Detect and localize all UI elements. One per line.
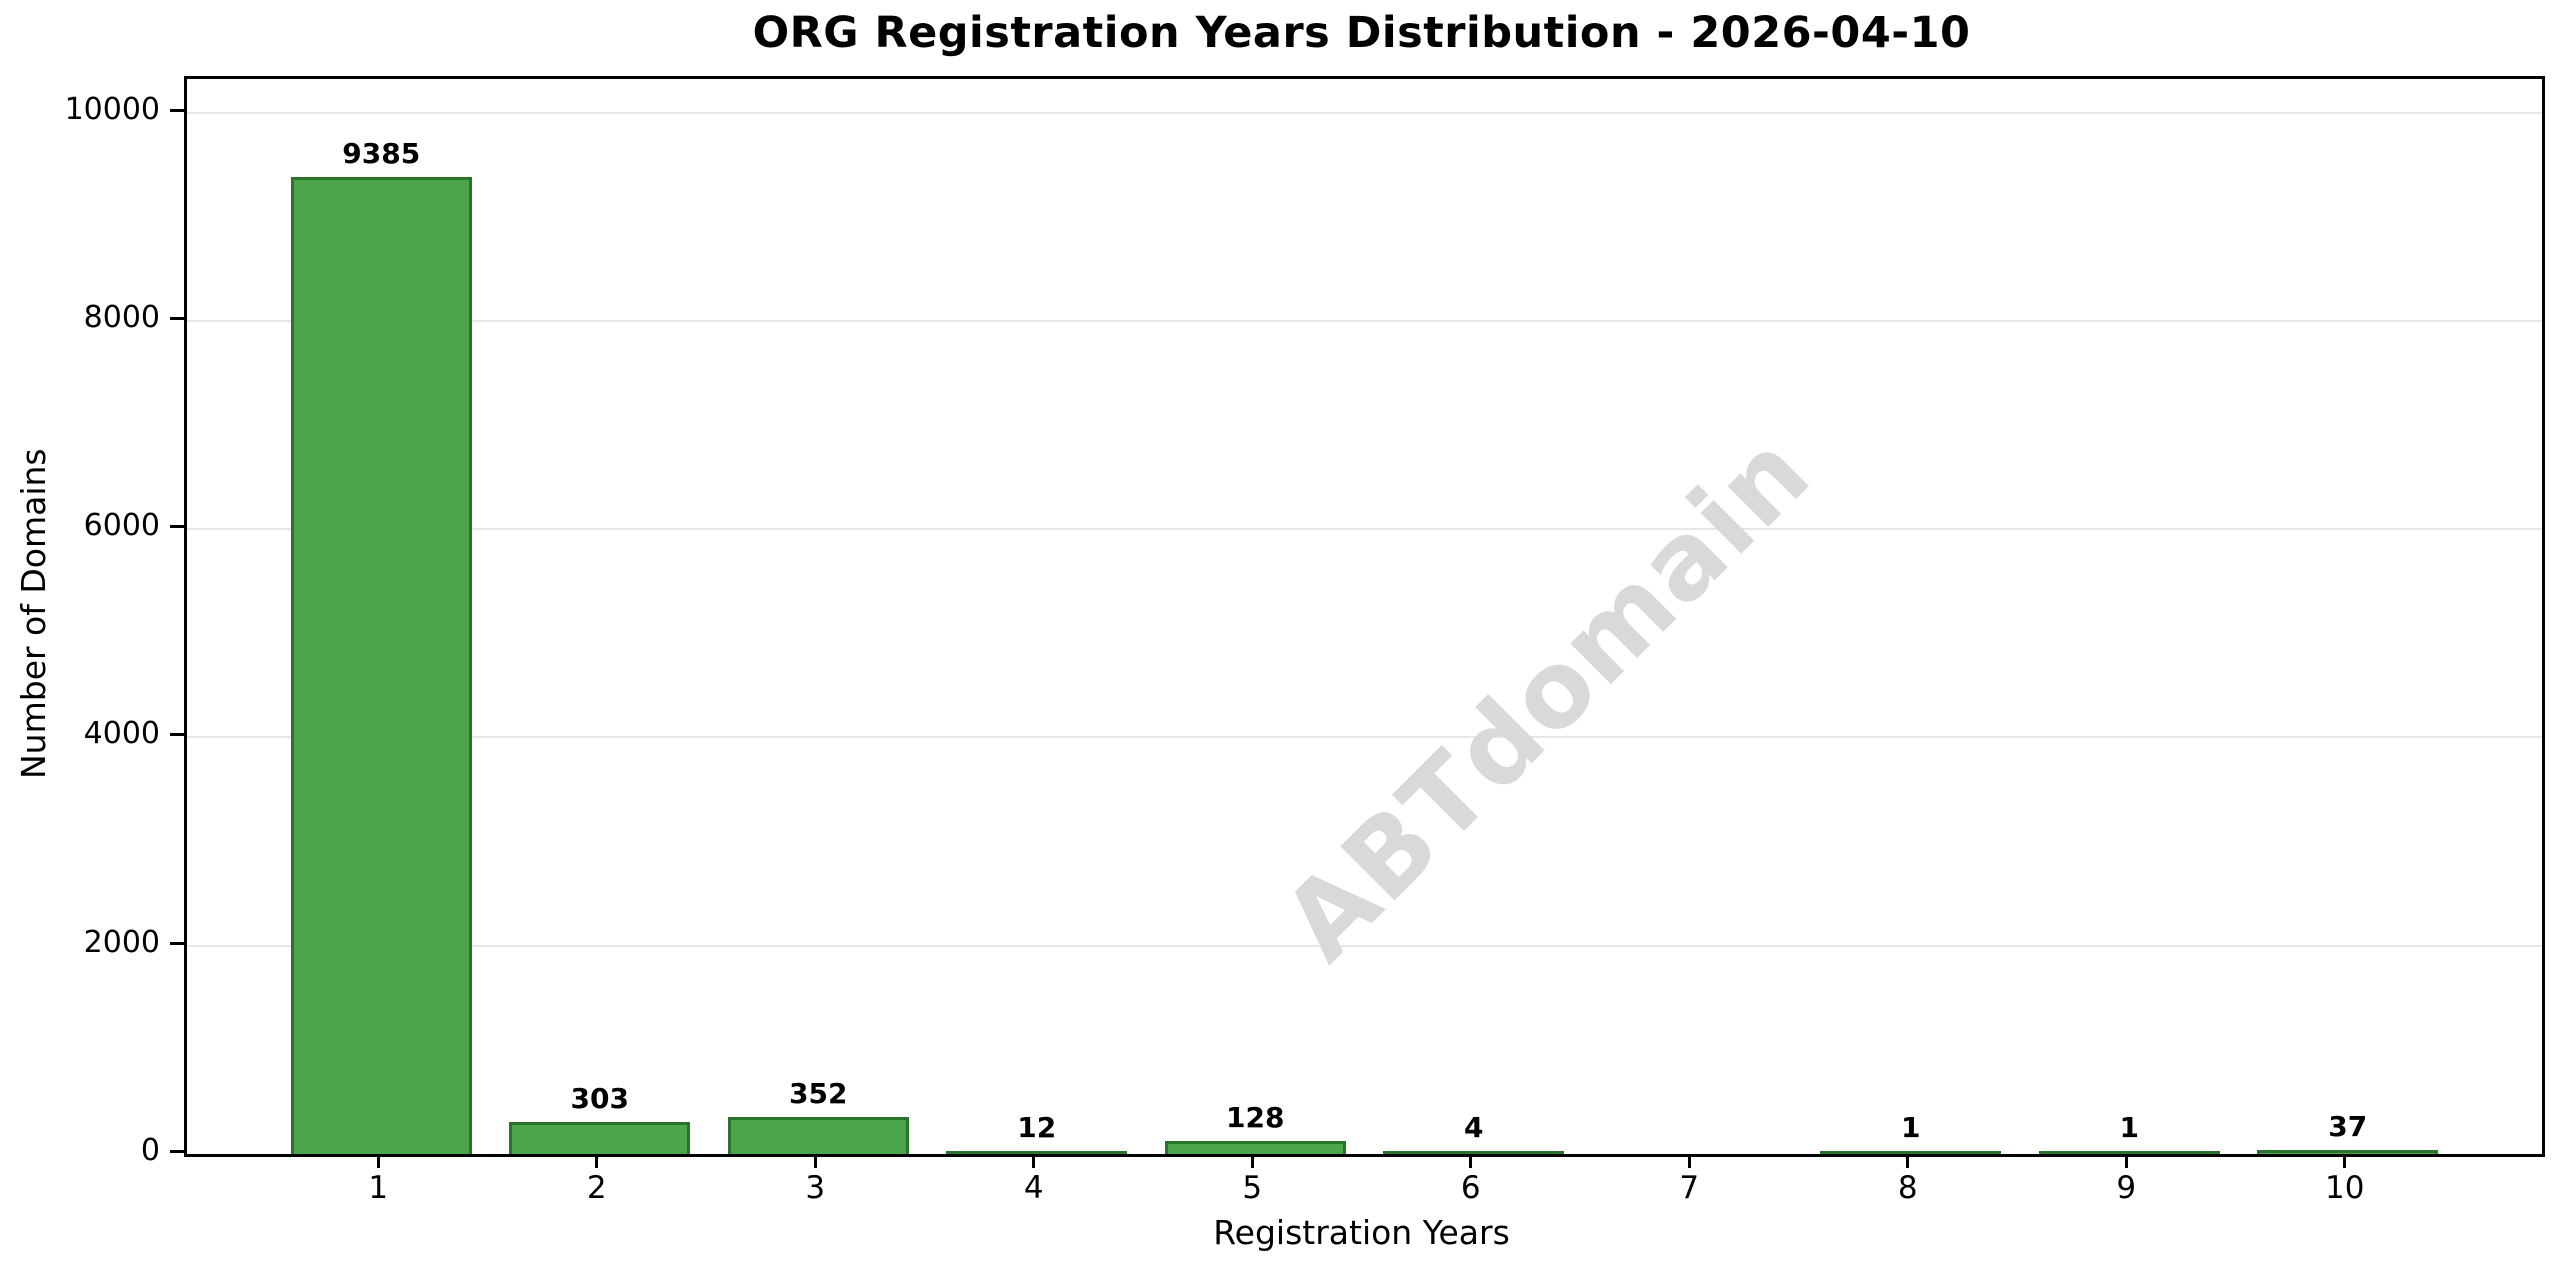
x-tick-label: 8 [1897, 1170, 1918, 1206]
bar-value-label: 352 [789, 1077, 848, 1111]
y-tick-mark [170, 1150, 184, 1153]
bar [509, 1122, 691, 1154]
y-tick-mark [170, 733, 184, 737]
x-tick-label: 7 [1679, 1170, 1700, 1206]
x-tick-label: 6 [1460, 1170, 1481, 1206]
gridline-10000 [187, 111, 2542, 114]
bar-value-label: 303 [570, 1082, 629, 1116]
x-tick-mark [595, 1154, 599, 1168]
bar [290, 176, 472, 1154]
bar-value-label: 128 [1226, 1100, 1285, 1134]
y-tick-label: 10000 [64, 91, 160, 127]
bar-value-label: 9385 [342, 136, 421, 170]
bar-value-label: 12 [1017, 1111, 1057, 1144]
x-tick-mark [376, 1154, 380, 1168]
bar [727, 1117, 909, 1154]
gridline-8000 [187, 319, 2542, 322]
bar-value-label: 37 [2328, 1110, 2368, 1144]
y-tick-label: 8000 [83, 299, 160, 335]
bar-slot-1: 9385 [272, 79, 491, 1154]
x-tick-label: 4 [1023, 1170, 1044, 1206]
x-axis-label: Registration Years [1213, 1213, 1510, 1252]
y-tick-mark [170, 525, 184, 529]
x-tick-mark [1250, 1154, 1254, 1168]
x-tick-label: 2 [586, 1170, 607, 1206]
bar-slot-8: 1 [1802, 79, 2021, 1154]
gridline-2000 [187, 944, 2542, 947]
bar-slot-2: 303 [491, 79, 710, 1154]
bar-value-label: 1 [2119, 1111, 2139, 1144]
gridline-6000 [187, 528, 2542, 531]
y-tick-label: 0 [140, 1133, 160, 1168]
y-tick-label: 2000 [83, 924, 160, 960]
x-tick-label: 1 [368, 1170, 389, 1206]
y-tick-mark [170, 108, 184, 112]
x-tick-label: 5 [1242, 1170, 1263, 1206]
x-tick-mark [2343, 1154, 2347, 1168]
chart-title: ORG Registration Years Distribution - 20… [752, 8, 1971, 58]
bar-slot-3: 352 [709, 79, 928, 1154]
gridline-4000 [187, 736, 2542, 739]
plot-area: ABTdomain 9385 303 352 12 128 4 1 1 37 [184, 76, 2545, 1157]
y-tick-mark [170, 941, 184, 945]
y-tick-mark [170, 316, 184, 320]
x-tick-label: 10 [2325, 1170, 2365, 1206]
bar-slot-10: 37 [2239, 79, 2458, 1154]
bar-slot-5: 128 [1146, 79, 1365, 1154]
x-tick-mark [1469, 1154, 1473, 1168]
bar [1820, 1151, 2002, 1154]
x-tick-mark [2124, 1154, 2128, 1168]
bar [1383, 1151, 1565, 1154]
x-tick-label: 3 [805, 1170, 826, 1206]
bar-slot-4: 12 [928, 79, 1147, 1154]
bar [2038, 1151, 2220, 1154]
bar [946, 1151, 1128, 1154]
bar [2257, 1150, 2439, 1154]
x-tick-mark [813, 1154, 817, 1168]
bar-value-label: 4 [1464, 1111, 1484, 1144]
x-tick-label: 9 [2116, 1170, 2137, 1206]
bar-slot-7 [1583, 79, 1802, 1154]
y-axis-label: Number of Domains [14, 448, 53, 779]
y-tick-label: 6000 [83, 508, 160, 544]
x-tick-mark [1032, 1154, 1036, 1168]
bars-row: 9385 303 352 12 128 4 1 1 37 [187, 79, 2542, 1154]
x-tick-mark [1687, 1154, 1691, 1168]
bar [1164, 1140, 1346, 1154]
bar-slot-9: 1 [2020, 79, 2239, 1154]
bar-slot-6: 4 [1365, 79, 1584, 1154]
x-tick-mark [1906, 1154, 1910, 1168]
bar-value-label: 1 [1901, 1111, 1921, 1144]
y-tick-label: 4000 [83, 716, 160, 752]
